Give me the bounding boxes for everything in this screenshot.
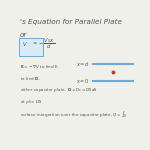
Text: at $\rho_S = D_N$: at $\rho_S = D_N$	[20, 98, 42, 106]
Text: $\mathbf{E} = -\nabla V$ to find E.: $\mathbf{E} = -\nabla V$ to find E.	[20, 64, 60, 70]
Text: $x = 0$: $x = 0$	[76, 77, 90, 85]
Text: surface integration over the capacitor plate, $Q = \int_S$: surface integration over the capacitor p…	[20, 109, 128, 120]
Text: $V$: $V$	[22, 40, 28, 48]
Text: either capacitor plate, $\mathbf{D} = D_x = D_N a_N$: either capacitor plate, $\mathbf{D} = D_…	[20, 86, 98, 94]
Text: or: or	[20, 32, 27, 38]
FancyBboxPatch shape	[19, 38, 43, 56]
Text: 's Equation for Parallel Plate: 's Equation for Parallel Plate	[20, 19, 122, 25]
Text: $x = d$: $x = d$	[76, 60, 90, 68]
Text: $= -\dfrac{V_0 x}{d}$: $= -\dfrac{V_0 x}{d}$	[31, 37, 55, 51]
Text: to find $\mathbf{D}$.: to find $\mathbf{D}$.	[20, 75, 41, 82]
